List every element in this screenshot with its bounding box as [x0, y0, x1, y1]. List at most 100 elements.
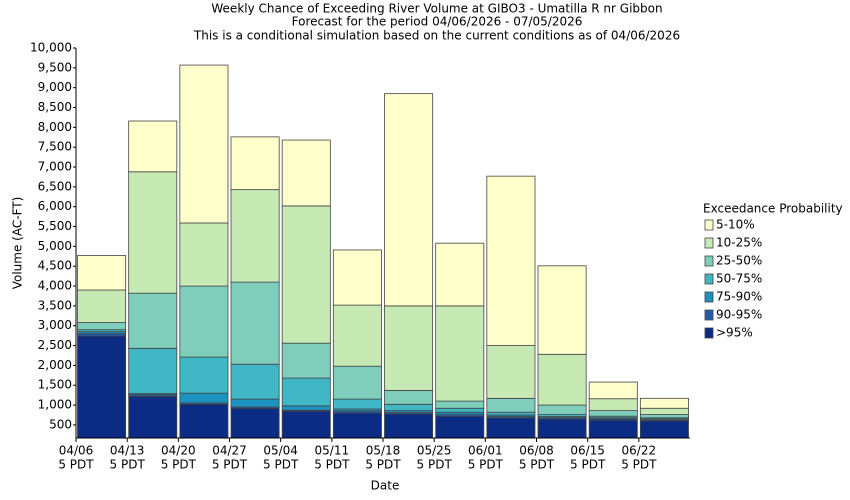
x-tick-sublabel: 5 PDT — [58, 458, 94, 472]
x-tick-sublabel: 5 PDT — [365, 458, 401, 472]
bar-segment — [77, 322, 127, 331]
y-tick-label: 4,000 — [38, 279, 72, 293]
chart-note: This is a conditional simulation based o… — [193, 29, 680, 43]
x-tick-sublabel: 5 PDT — [263, 458, 299, 472]
bar-segment — [486, 397, 536, 413]
bar-segment — [128, 292, 178, 349]
bar-segment — [179, 392, 229, 404]
y-tick-label: 9,500 — [38, 60, 72, 74]
bar-segment — [435, 407, 485, 413]
bar-segment — [639, 407, 689, 415]
bar-segment — [128, 120, 178, 173]
bar-segment — [230, 407, 280, 439]
y-tick-label: 3,500 — [38, 298, 72, 312]
bar-segment — [230, 189, 280, 283]
x-tick-label: 06/22 — [622, 444, 657, 458]
legend-label: >95% — [716, 326, 753, 340]
bar-segment — [384, 305, 434, 391]
y-tick-label: 2,000 — [38, 358, 72, 372]
bar-segment — [332, 304, 382, 367]
y-tick-label: 6,500 — [38, 179, 72, 193]
bar-segment — [230, 136, 280, 191]
bar-segment — [230, 281, 280, 365]
bar-segment — [588, 410, 638, 417]
x-tick-sublabel: 5 PDT — [468, 458, 504, 472]
legend-swatch — [704, 291, 714, 303]
y-tick-label: 500 — [49, 417, 72, 431]
bar-segment — [128, 171, 178, 294]
bar-segment — [332, 365, 382, 400]
y-tick-label: 7,500 — [38, 140, 72, 154]
y-tick-label: 6,000 — [38, 199, 72, 213]
legend-swatch — [704, 309, 714, 321]
x-tick-label: 04/20 — [161, 444, 196, 458]
bar-segment — [230, 363, 280, 400]
plot-area — [76, 48, 690, 438]
bar-segment — [588, 398, 638, 412]
y-tick-label: 1,500 — [38, 378, 72, 392]
legend-swatch — [704, 273, 714, 285]
x-tick-label: 04/13 — [110, 444, 145, 458]
x-tick-sublabel: 5 PDT — [570, 458, 606, 472]
y-tick-label: 2,500 — [38, 338, 72, 352]
bar-segment — [332, 249, 382, 306]
y-tick-label: 4,500 — [38, 259, 72, 273]
bar-segment — [179, 285, 229, 358]
x-tick-label: 04/06 — [59, 444, 94, 458]
bar-segment — [435, 242, 485, 307]
bar-segment — [384, 93, 434, 307]
legend-swatch — [704, 327, 714, 339]
legend-label: 5-10% — [716, 218, 755, 232]
chart-subtitle: Forecast for the period 04/06/2026 - 07/… — [292, 15, 583, 29]
x-tick-label: 05/04 — [263, 444, 298, 458]
chart-title: Weekly Chance of Exceeding River Volume … — [211, 2, 662, 16]
bar-segment — [537, 265, 587, 355]
y-tick-label: 1,000 — [38, 398, 72, 412]
bar-segment — [77, 255, 127, 291]
y-axis-label: Volume (AC-FT) — [11, 197, 25, 290]
legend-label: 90-95% — [716, 308, 762, 322]
x-tick-sublabel: 5 PDT — [417, 458, 453, 472]
x-tick-label: 06/08 — [519, 444, 554, 458]
bar-segment — [588, 381, 638, 400]
bar-segment — [486, 411, 536, 416]
x-tick-sublabel: 5 PDT — [621, 458, 657, 472]
bar-segment — [179, 356, 229, 394]
x-tick-label: 05/18 — [366, 444, 401, 458]
x-axis-label: Date — [371, 479, 400, 493]
legend-label: 75-90% — [716, 290, 762, 304]
bar-segment — [537, 404, 587, 415]
bar-segment — [435, 305, 485, 402]
bar-segment — [639, 420, 689, 439]
bar-segment — [179, 222, 229, 287]
legend-label: 10-25% — [716, 236, 762, 250]
x-tick-label: 05/25 — [417, 444, 452, 458]
y-tick-label: 9,000 — [38, 80, 72, 94]
legend-swatch — [704, 237, 714, 249]
legend-swatch — [704, 255, 714, 267]
legend-swatch — [704, 219, 714, 231]
bar-segment — [281, 139, 331, 207]
y-tick-label: 8,500 — [38, 100, 72, 114]
legend-title: Exceedance Probability — [703, 202, 843, 216]
bar-segment — [332, 412, 382, 439]
bar-segment — [77, 289, 127, 323]
bar-segment — [128, 347, 178, 394]
bar-segment — [384, 389, 434, 405]
bar-segment — [639, 414, 689, 419]
bar-segment — [384, 403, 434, 412]
y-tick-label: 7,000 — [38, 160, 72, 174]
bar-segment — [639, 397, 689, 409]
bar-segment — [179, 64, 229, 224]
bar-segment — [588, 419, 638, 439]
bar-segment — [281, 205, 331, 344]
bar-segment — [179, 403, 229, 439]
bar-segment — [384, 413, 434, 439]
x-tick-label: 05/11 — [315, 444, 350, 458]
bar-segment — [486, 417, 536, 439]
y-tick-label: 3,000 — [38, 318, 72, 332]
y-tick-label: 5,000 — [38, 239, 72, 253]
y-tick-label: 5,500 — [38, 219, 72, 233]
bar-segment — [128, 395, 178, 439]
